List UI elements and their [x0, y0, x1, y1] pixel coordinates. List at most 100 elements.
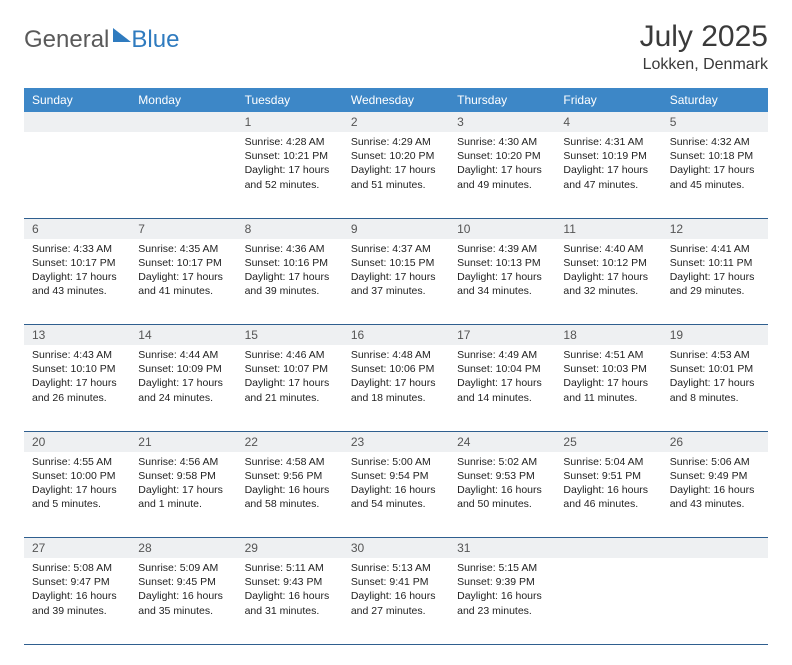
daylight-text: Daylight: 16 hours and 54 minutes.: [351, 483, 441, 511]
day-cell: Sunrise: 4:29 AMSunset: 10:20 PMDaylight…: [343, 132, 449, 218]
day-details: Sunrise: 4:56 AMSunset: 9:58 PMDaylight:…: [130, 452, 236, 518]
day-content-row: Sunrise: 4:28 AMSunset: 10:21 PMDaylight…: [24, 132, 768, 218]
sunrise-text: Sunrise: 4:43 AM: [32, 348, 122, 362]
sunrise-text: Sunrise: 4:28 AM: [245, 135, 335, 149]
day-cell: Sunrise: 5:11 AMSunset: 9:43 PMDaylight:…: [237, 558, 343, 644]
day-cell: Sunrise: 5:02 AMSunset: 9:53 PMDaylight:…: [449, 452, 555, 538]
day-cell: Sunrise: 4:48 AMSunset: 10:06 PMDaylight…: [343, 345, 449, 431]
day-cell: Sunrise: 5:09 AMSunset: 9:45 PMDaylight:…: [130, 558, 236, 644]
day-cell: Sunrise: 4:32 AMSunset: 10:18 PMDaylight…: [662, 132, 768, 218]
day-cell: Sunrise: 5:13 AMSunset: 9:41 PMDaylight:…: [343, 558, 449, 644]
day-cell: Sunrise: 4:39 AMSunset: 10:13 PMDaylight…: [449, 239, 555, 325]
day-cell: [130, 132, 236, 218]
day-cell: Sunrise: 5:15 AMSunset: 9:39 PMDaylight:…: [449, 558, 555, 644]
sunrise-text: Sunrise: 4:32 AM: [670, 135, 760, 149]
day-details: Sunrise: 5:04 AMSunset: 9:51 PMDaylight:…: [555, 452, 661, 518]
day-cell: Sunrise: 4:41 AMSunset: 10:11 PMDaylight…: [662, 239, 768, 325]
daylight-text: Daylight: 16 hours and 31 minutes.: [245, 589, 335, 617]
day-number: 27: [24, 538, 130, 559]
sunset-text: Sunset: 9:39 PM: [457, 575, 547, 589]
day-number: 19: [662, 325, 768, 346]
day-details: Sunrise: 4:29 AMSunset: 10:20 PMDaylight…: [343, 132, 449, 198]
daylight-text: Daylight: 16 hours and 39 minutes.: [32, 589, 122, 617]
weekday-header: Thursday: [449, 88, 555, 112]
daylight-text: Daylight: 17 hours and 32 minutes.: [563, 270, 653, 298]
day-details: Sunrise: 4:33 AMSunset: 10:17 PMDaylight…: [24, 239, 130, 305]
day-details: Sunrise: 4:55 AMSunset: 10:00 PMDaylight…: [24, 452, 130, 518]
day-number: 15: [237, 325, 343, 346]
sunset-text: Sunset: 10:07 PM: [245, 362, 335, 376]
day-number: 2: [343, 112, 449, 132]
day-number: 9: [343, 218, 449, 239]
sunset-text: Sunset: 10:11 PM: [670, 256, 760, 270]
day-details: Sunrise: 4:44 AMSunset: 10:09 PMDaylight…: [130, 345, 236, 411]
sunrise-text: Sunrise: 4:36 AM: [245, 242, 335, 256]
day-number: 31: [449, 538, 555, 559]
sunset-text: Sunset: 10:03 PM: [563, 362, 653, 376]
daylight-text: Daylight: 17 hours and 43 minutes.: [32, 270, 122, 298]
day-details: Sunrise: 4:30 AMSunset: 10:20 PMDaylight…: [449, 132, 555, 198]
sunrise-text: Sunrise: 4:55 AM: [32, 455, 122, 469]
daylight-text: Daylight: 17 hours and 18 minutes.: [351, 376, 441, 404]
weekday-header-row: Sunday Monday Tuesday Wednesday Thursday…: [24, 88, 768, 112]
daylight-text: Daylight: 17 hours and 37 minutes.: [351, 270, 441, 298]
sunset-text: Sunset: 10:04 PM: [457, 362, 547, 376]
sunrise-text: Sunrise: 5:15 AM: [457, 561, 547, 575]
day-number: [555, 538, 661, 559]
sunrise-text: Sunrise: 5:02 AM: [457, 455, 547, 469]
day-details: Sunrise: 4:43 AMSunset: 10:10 PMDaylight…: [24, 345, 130, 411]
sunrise-text: Sunrise: 4:56 AM: [138, 455, 228, 469]
day-number-row: 13141516171819: [24, 325, 768, 346]
daylight-text: Daylight: 17 hours and 26 minutes.: [32, 376, 122, 404]
day-cell: [24, 132, 130, 218]
day-number: 29: [237, 538, 343, 559]
day-cell: Sunrise: 4:56 AMSunset: 9:58 PMDaylight:…: [130, 452, 236, 538]
brand-triangle-icon: [113, 28, 131, 42]
day-details: Sunrise: 4:46 AMSunset: 10:07 PMDaylight…: [237, 345, 343, 411]
sunrise-text: Sunrise: 4:29 AM: [351, 135, 441, 149]
day-number: 22: [237, 431, 343, 452]
daylight-text: Daylight: 16 hours and 50 minutes.: [457, 483, 547, 511]
day-content-row: Sunrise: 4:43 AMSunset: 10:10 PMDaylight…: [24, 345, 768, 431]
sunrise-text: Sunrise: 5:04 AM: [563, 455, 653, 469]
sunrise-text: Sunrise: 4:46 AM: [245, 348, 335, 362]
month-title: July 2025: [640, 20, 768, 54]
day-details: Sunrise: 5:13 AMSunset: 9:41 PMDaylight:…: [343, 558, 449, 624]
daylight-text: Daylight: 17 hours and 1 minute.: [138, 483, 228, 511]
day-number: 12: [662, 218, 768, 239]
day-content-row: Sunrise: 4:33 AMSunset: 10:17 PMDaylight…: [24, 239, 768, 325]
day-number-row: 6789101112: [24, 218, 768, 239]
sunset-text: Sunset: 10:17 PM: [138, 256, 228, 270]
weekday-header: Friday: [555, 88, 661, 112]
daylight-text: Daylight: 16 hours and 43 minutes.: [670, 483, 760, 511]
day-cell: Sunrise: 5:04 AMSunset: 9:51 PMDaylight:…: [555, 452, 661, 538]
day-number: [130, 112, 236, 132]
day-number: 23: [343, 431, 449, 452]
day-number: 7: [130, 218, 236, 239]
day-number: 3: [449, 112, 555, 132]
sunrise-text: Sunrise: 4:40 AM: [563, 242, 653, 256]
sunset-text: Sunset: 10:18 PM: [670, 149, 760, 163]
day-cell: Sunrise: 4:28 AMSunset: 10:21 PMDaylight…: [237, 132, 343, 218]
day-details: Sunrise: 4:53 AMSunset: 10:01 PMDaylight…: [662, 345, 768, 411]
day-number: 8: [237, 218, 343, 239]
day-number: 20: [24, 431, 130, 452]
day-cell: Sunrise: 4:49 AMSunset: 10:04 PMDaylight…: [449, 345, 555, 431]
sunset-text: Sunset: 10:09 PM: [138, 362, 228, 376]
day-number: 25: [555, 431, 661, 452]
day-details: Sunrise: 4:58 AMSunset: 9:56 PMDaylight:…: [237, 452, 343, 518]
sunrise-text: Sunrise: 4:31 AM: [563, 135, 653, 149]
day-cell: Sunrise: 4:37 AMSunset: 10:15 PMDaylight…: [343, 239, 449, 325]
day-details: Sunrise: 4:39 AMSunset: 10:13 PMDaylight…: [449, 239, 555, 305]
sunset-text: Sunset: 10:21 PM: [245, 149, 335, 163]
day-cell: Sunrise: 4:31 AMSunset: 10:19 PMDaylight…: [555, 132, 661, 218]
day-cell: Sunrise: 4:44 AMSunset: 10:09 PMDaylight…: [130, 345, 236, 431]
sunset-text: Sunset: 10:20 PM: [457, 149, 547, 163]
title-block: July 2025 Lokken, Denmark: [640, 20, 768, 74]
sunrise-text: Sunrise: 5:06 AM: [670, 455, 760, 469]
sunrise-text: Sunrise: 4:48 AM: [351, 348, 441, 362]
day-cell: Sunrise: 4:40 AMSunset: 10:12 PMDaylight…: [555, 239, 661, 325]
sunrise-text: Sunrise: 4:37 AM: [351, 242, 441, 256]
sunset-text: Sunset: 10:19 PM: [563, 149, 653, 163]
sunset-text: Sunset: 10:17 PM: [32, 256, 122, 270]
